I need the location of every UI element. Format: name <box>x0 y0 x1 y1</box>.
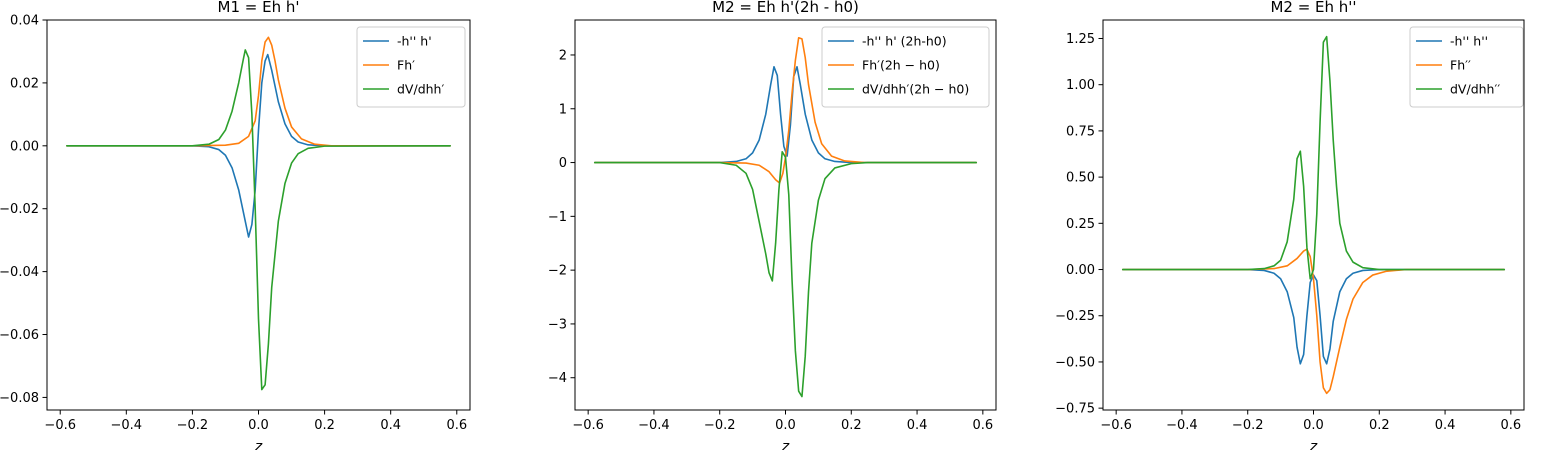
x-axis-label: z <box>1309 439 1318 450</box>
legend-label: -h'' h' (2h-h0) <box>862 34 947 49</box>
subplot-3: −0.6 −0.4 −0.2 0.0 0.2 0.4 0.6 1.25 1.00 0.75 0.50… <box>1055 0 1525 450</box>
y-tick-label: 1.00 <box>1066 78 1095 93</box>
subplot-1: −0.6 −0.4 −0.2 0.0 0.2 0.4 0.6 0.04 0.02 0.00 −0.0… <box>0 0 471 450</box>
x-tick-label: 0.2 <box>314 418 335 433</box>
x-tick-label: −0.2 <box>177 418 209 433</box>
y-tick-label: −0.04 <box>0 265 39 280</box>
x-tick-label: −0.4 <box>638 418 670 433</box>
legend: -h'' h' (2h-h0) Fh′(2h − h0) dV/dhh′(2h − … <box>821 26 990 108</box>
series-line-2 <box>593 36 978 184</box>
y-tick-label: 0.75 <box>1066 124 1095 139</box>
y-tick-label: −1 <box>548 210 567 225</box>
y-tick-label: 0.04 <box>10 14 39 29</box>
x-tick-label: 0.0 <box>248 418 269 433</box>
legend-label: Fh′ <box>397 58 415 73</box>
legend-label: dV/dhh′′ <box>1450 82 1500 97</box>
x-tick-label: −0.4 <box>1166 418 1198 433</box>
legend-box <box>356 26 466 108</box>
y-tick-label: −0.02 <box>0 202 39 217</box>
x-tick-label: −0.2 <box>704 418 736 433</box>
chart-title: M2 = Eh h'' <box>1270 0 1356 16</box>
x-tick-label: 0.2 <box>841 418 862 433</box>
x-tick-label: 0.0 <box>1303 418 1324 433</box>
x-tick-label: 0.4 <box>907 418 928 433</box>
x-axis-label: z <box>254 439 263 450</box>
y-tick-label: 0.00 <box>10 139 39 154</box>
x-axis-label: z <box>781 439 790 450</box>
y-tick-label: 2 <box>559 48 567 63</box>
chart-title: M1 = Eh h' <box>218 0 300 16</box>
y-tick-label: 0.02 <box>10 76 39 91</box>
legend-label: Fh′(2h − h0) <box>862 58 940 73</box>
legend-label: dV/dhh′(2h − h0) <box>862 82 969 97</box>
x-tick-label: 0.6 <box>446 418 467 433</box>
series-line-2 <box>66 36 451 147</box>
y-tick-label: −0.06 <box>0 328 39 343</box>
x-tick-label: 0.4 <box>1435 418 1456 433</box>
y-tick-label: 1 <box>559 102 567 117</box>
y-tick-label: −3 <box>548 317 567 332</box>
subplot-2: −0.6 −0.4 −0.2 0.0 0.2 0.4 0.6 2 1 0 −1 −2 −3 −4 M2 = … <box>548 0 997 450</box>
y-tick-label: −0.50 <box>1055 355 1095 370</box>
y-tick-label: −0.25 <box>1055 309 1095 324</box>
x-tick-label: 0.6 <box>1501 418 1522 433</box>
legend-box <box>821 26 990 108</box>
series-line-3 <box>593 150 978 398</box>
y-tick-label: −4 <box>548 371 567 386</box>
y-tick-label: 0.00 <box>1066 263 1095 278</box>
y-tick-label: 0.50 <box>1066 171 1095 186</box>
legend-box <box>1409 26 1524 108</box>
legend: -h'' h' Fh′ dV/dhh′ <box>356 26 466 108</box>
y-tick-label: −0.08 <box>0 391 39 406</box>
series-line-2 <box>1121 248 1506 395</box>
y-tick-label: 1.25 <box>1066 32 1095 47</box>
y-tick-label: 0.25 <box>1066 217 1095 232</box>
legend-label: -h'' h' <box>397 34 432 49</box>
x-tick-label: 0.0 <box>775 418 796 433</box>
chart-title: M2 = Eh h'(2h - h0) <box>712 0 859 16</box>
series-line-3 <box>1121 35 1506 280</box>
x-tick-label: −0.6 <box>1100 418 1132 433</box>
y-tick-label: −0.75 <box>1055 402 1095 417</box>
x-tick-label: 0.2 <box>1369 418 1390 433</box>
y-tick-label: 0 <box>559 156 567 171</box>
y-tick-label: −2 <box>548 264 567 279</box>
x-tick-label: −0.4 <box>111 418 143 433</box>
x-tick-label: −0.6 <box>44 418 76 433</box>
series-line-3 <box>66 49 451 391</box>
legend-label: Fh′′ <box>1450 58 1471 73</box>
series-line-1 <box>66 53 451 238</box>
x-tick-label: −0.2 <box>1232 418 1264 433</box>
legend: -h'' h'' Fh′′ dV/dhh′′ <box>1409 26 1524 108</box>
legend-label: dV/dhh′ <box>397 82 444 97</box>
x-tick-label: −0.6 <box>572 418 604 433</box>
x-tick-label: 0.6 <box>973 418 994 433</box>
x-tick-label: 0.4 <box>380 418 401 433</box>
legend-label: -h'' h'' <box>1450 34 1488 49</box>
